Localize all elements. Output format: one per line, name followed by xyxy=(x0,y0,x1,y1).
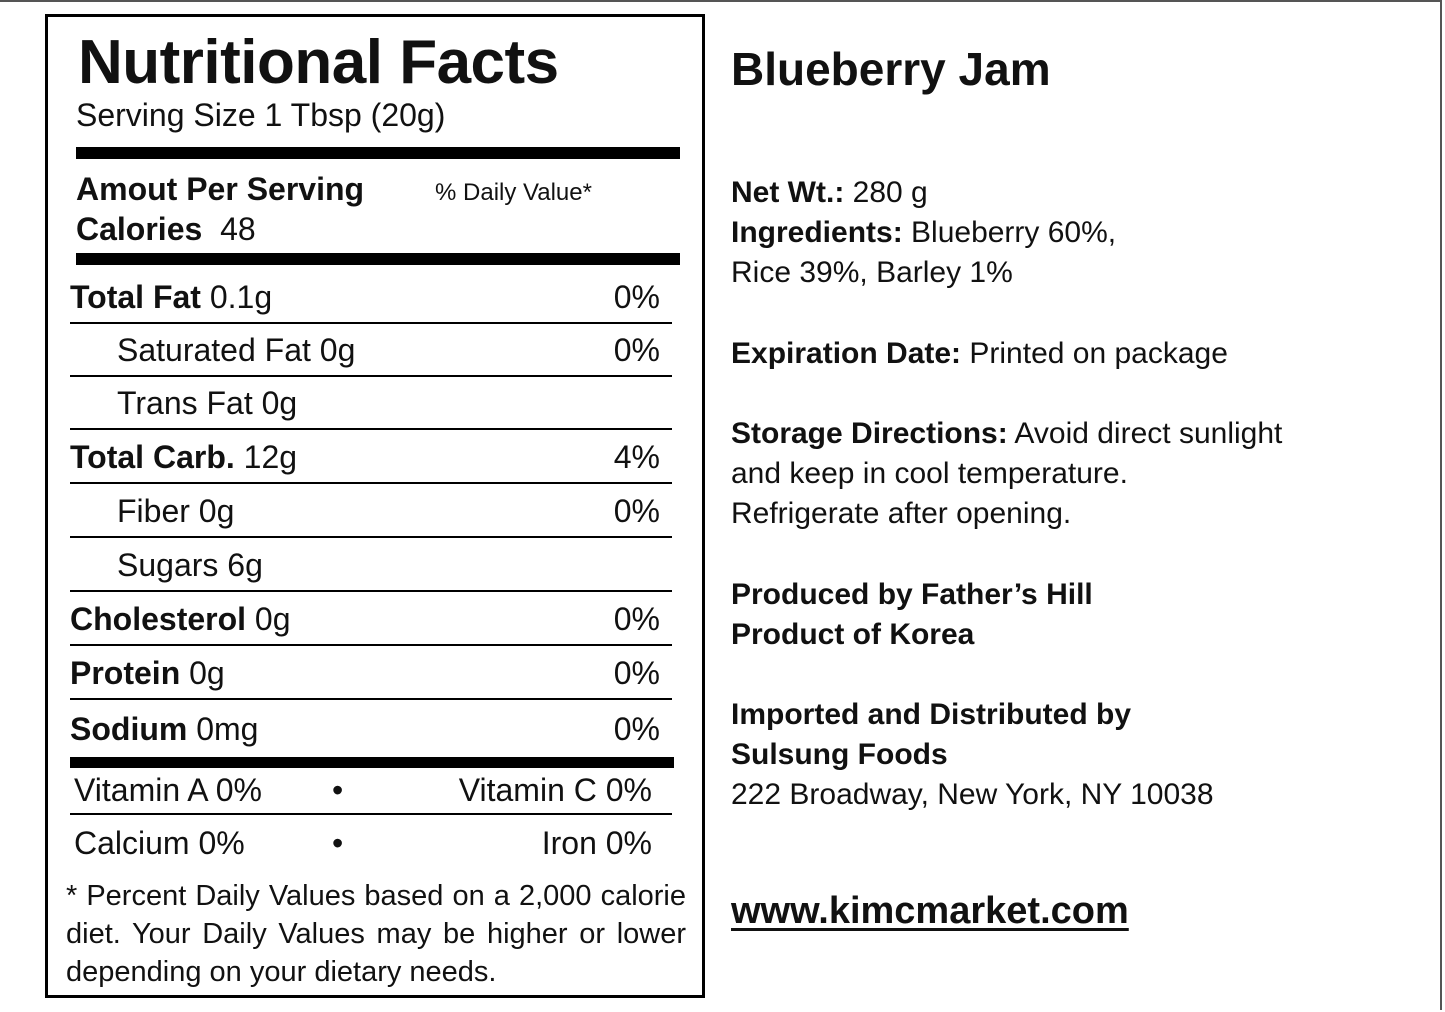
nutrient-row-saturated-fat: Saturated Fat 0g 0% xyxy=(70,324,672,377)
nutrient-row-cholesterol: Cholesterol 0g 0% xyxy=(70,593,672,646)
daily-value-footnote: * Percent Daily Values based on a 2,000 … xyxy=(66,880,686,988)
vitamin-right: Vitamin C 0% xyxy=(458,772,652,808)
nutrient-row-trans-fat: Trans Fat 0g xyxy=(70,377,672,430)
daily-value-header: % Daily Value* xyxy=(435,179,592,206)
net-weight-value: 280 g xyxy=(844,176,928,209)
net-weight-label: Net Wt.: xyxy=(731,176,845,209)
website-link[interactable]: www.kimcmarket.com xyxy=(731,890,1129,932)
thick-divider xyxy=(70,757,674,768)
nutrient-amount: 0.1g xyxy=(209,279,273,315)
thick-divider xyxy=(76,253,680,265)
product-name: Blueberry Jam xyxy=(731,43,1051,95)
nutrient-dv: 0% xyxy=(613,711,660,747)
produced-by: Produced by Father’s Hill xyxy=(731,578,1093,611)
calories-label: Calories xyxy=(76,211,203,247)
bullet-separator: • xyxy=(332,825,344,861)
nutrient-name: Total Carb. xyxy=(70,439,235,475)
nutrient-row-sodium: Sodium 0mg 0% xyxy=(70,701,672,754)
imported-by: Imported and Distributed by xyxy=(731,698,1132,731)
nutrient-dv: 0% xyxy=(613,332,660,368)
nutrient-amount: 0g xyxy=(189,655,225,691)
nutrient-amount: 0g xyxy=(319,332,356,368)
storage-info: Storage Directions: Avoid direct sunligh… xyxy=(731,414,1282,534)
storage-label: Storage Directions: xyxy=(731,417,1008,450)
vitamin-row: Calcium 0% • Iron 0% xyxy=(70,814,672,866)
nutrient-name: Trans Fat xyxy=(117,385,253,421)
amount-per-serving: Amout Per Serving xyxy=(76,171,365,207)
storage-line-3: Refrigerate after opening. xyxy=(731,497,1072,530)
nutrient-name: Sugars xyxy=(117,547,219,583)
nutrient-row-protein: Protein 0g 0% xyxy=(70,647,672,700)
product-of: Product of Korea xyxy=(731,618,975,651)
vitamin-left: Calcium 0% xyxy=(74,825,245,861)
distributor-name: Sulsung Foods xyxy=(731,738,948,771)
nutrient-amount: 12g xyxy=(243,439,298,475)
nutrient-name: Sodium xyxy=(70,711,188,747)
thick-divider xyxy=(76,147,680,159)
nutrient-dv: 0% xyxy=(613,493,660,529)
distributor-info: Imported and Distributed by Sulsung Food… xyxy=(731,695,1214,815)
nutrition-facts-panel: Nutritional Facts Serving Size 1 Tbsp (2… xyxy=(45,14,705,998)
nutrient-row-fiber: Fiber 0g 0% xyxy=(70,485,672,538)
storage-line-2: and keep in cool temperature. xyxy=(731,457,1128,490)
nutrition-title: Nutritional Facts xyxy=(78,28,559,97)
nutrient-row-sugars: Sugars 6g xyxy=(70,539,672,592)
nutrient-name: Cholesterol xyxy=(70,601,247,637)
nutrient-dv: 4% xyxy=(613,439,660,475)
serving-size: Serving Size 1 Tbsp (20g) xyxy=(76,97,446,133)
nutrient-row-total-fat: Total Fat 0.1g 0% xyxy=(70,271,672,324)
ingredients-line-1: Blueberry 60%, xyxy=(902,216,1117,249)
net-weight-info: Net Wt.: 280 g Ingredients: Blueberry 60… xyxy=(731,173,1116,293)
bullet-separator: • xyxy=(332,772,344,808)
calories: Calories 48 xyxy=(76,211,256,248)
nutrient-name: Total Fat xyxy=(70,279,201,315)
nutrient-amount: 0mg xyxy=(196,711,259,747)
nutrient-amount: 0g xyxy=(261,385,298,421)
nutrient-name: Fiber xyxy=(117,493,190,529)
nutrient-name: Saturated Fat xyxy=(117,332,311,368)
nutrient-dv: 0% xyxy=(613,655,660,691)
nutrient-row-total-carb: Total Carb. 12g 4% xyxy=(70,431,672,484)
storage-line-1: Avoid direct sunlight xyxy=(1007,417,1283,450)
distributor-address: 222 Broadway, New York, NY 10038 xyxy=(731,778,1214,811)
expiration-info: Expiration Date: Printed on package xyxy=(731,334,1228,374)
nutrient-dv: 0% xyxy=(613,601,660,637)
vitamin-left: Vitamin A 0% xyxy=(74,772,262,808)
expiration-label: Expiration Date: xyxy=(731,337,962,370)
calories-value: 48 xyxy=(220,211,256,247)
ingredients-label: Ingredients: xyxy=(731,216,903,249)
nutrient-dv: 0% xyxy=(613,279,660,315)
nutrient-amount: 0g xyxy=(198,493,235,529)
expiration-value: Printed on package xyxy=(961,337,1228,370)
nutrient-amount: 0g xyxy=(254,601,291,637)
vitamin-row: Vitamin A 0% • Vitamin C 0% xyxy=(70,763,672,815)
ingredients-line-2: Rice 39%, Barley 1% xyxy=(731,256,1013,289)
nutrient-name: Protein xyxy=(70,655,181,691)
producer-info: Produced by Father’s Hill Product of Kor… xyxy=(731,575,1093,655)
vitamin-right: Iron 0% xyxy=(541,825,652,861)
nutrient-amount: 6g xyxy=(227,547,263,583)
